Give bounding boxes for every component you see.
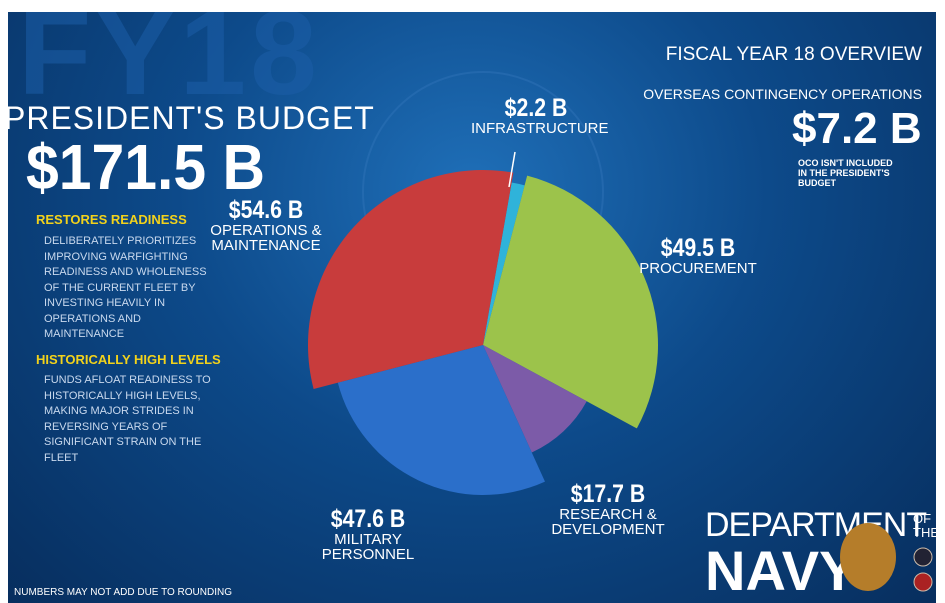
pie-slice xyxy=(337,345,545,495)
oco-amount: $7.2 B xyxy=(792,104,922,153)
slice-name: INFRASTRUCTURE xyxy=(471,120,609,137)
logo-of-the: OF THE xyxy=(913,511,936,540)
pie-chart xyxy=(308,71,933,592)
pie-slice xyxy=(483,345,587,453)
total: $171.5 B xyxy=(26,131,265,203)
slice-name: PROCUREMENT xyxy=(639,260,757,277)
slice-value: $2.2 B xyxy=(504,94,568,122)
point-text: DELIBERATELY PRIORITIZES IMPROVING WARFI… xyxy=(44,235,207,340)
pie-slice xyxy=(308,170,514,389)
title: PRESIDENT'S BUDGET xyxy=(8,100,375,136)
slice-label: $54.6 B OPERATIONS & MAINTENANCE xyxy=(186,196,346,254)
oco-title: OVERSEAS CONTINGENCY OPERATIONS xyxy=(643,86,922,102)
point-heading: HISTORICALLY HIGH LEVELS xyxy=(36,352,221,367)
logo-navy: NAVY xyxy=(705,539,857,602)
seal-icon xyxy=(913,572,933,592)
slice-label: $47.6 B MILITARY PERSONNEL xyxy=(288,505,448,563)
point-heading: RESTORES READINESS xyxy=(36,212,187,227)
infographic: FY18 PRESIDENT'S BUDGET $171.5 B FISCAL … xyxy=(8,12,936,603)
slice-label: $17.7 B RESEARCH & DEVELOPMENT xyxy=(528,480,688,538)
slice-name: RESEARCH & DEVELOPMENT xyxy=(551,506,665,538)
eagle-emblem xyxy=(840,523,896,591)
slice-value: $47.6 B xyxy=(330,505,406,533)
slice-value: $54.6 B xyxy=(228,196,304,224)
footnote: NUMBERS MAY NOT ADD DUE TO ROUNDING xyxy=(14,587,232,598)
oco-note: OCO ISN'T INCLUDED IN THE PRESIDENT'S BU… xyxy=(798,158,893,188)
slice-label: $2.2 B INFRASTRUCTURE xyxy=(456,94,616,137)
watermark: FY18 xyxy=(18,12,321,120)
leader-line xyxy=(508,151,516,188)
slice-value: $17.7 B xyxy=(570,480,646,508)
pie-slice xyxy=(483,175,659,429)
seal-icon xyxy=(913,547,933,567)
slice-name: MILITARY PERSONNEL xyxy=(321,531,415,563)
slice-label: $49.5 B PROCUREMENT xyxy=(618,234,778,277)
slice-name: OPERATIONS & MAINTENANCE xyxy=(210,222,322,254)
point-text: FUNDS AFLOAT READINESS TO HISTORICALLY H… xyxy=(44,374,211,464)
slice-value: $49.5 B xyxy=(660,234,736,262)
overview: FISCAL YEAR 18 OVERVIEW xyxy=(665,44,922,65)
pie-slice xyxy=(483,182,525,345)
